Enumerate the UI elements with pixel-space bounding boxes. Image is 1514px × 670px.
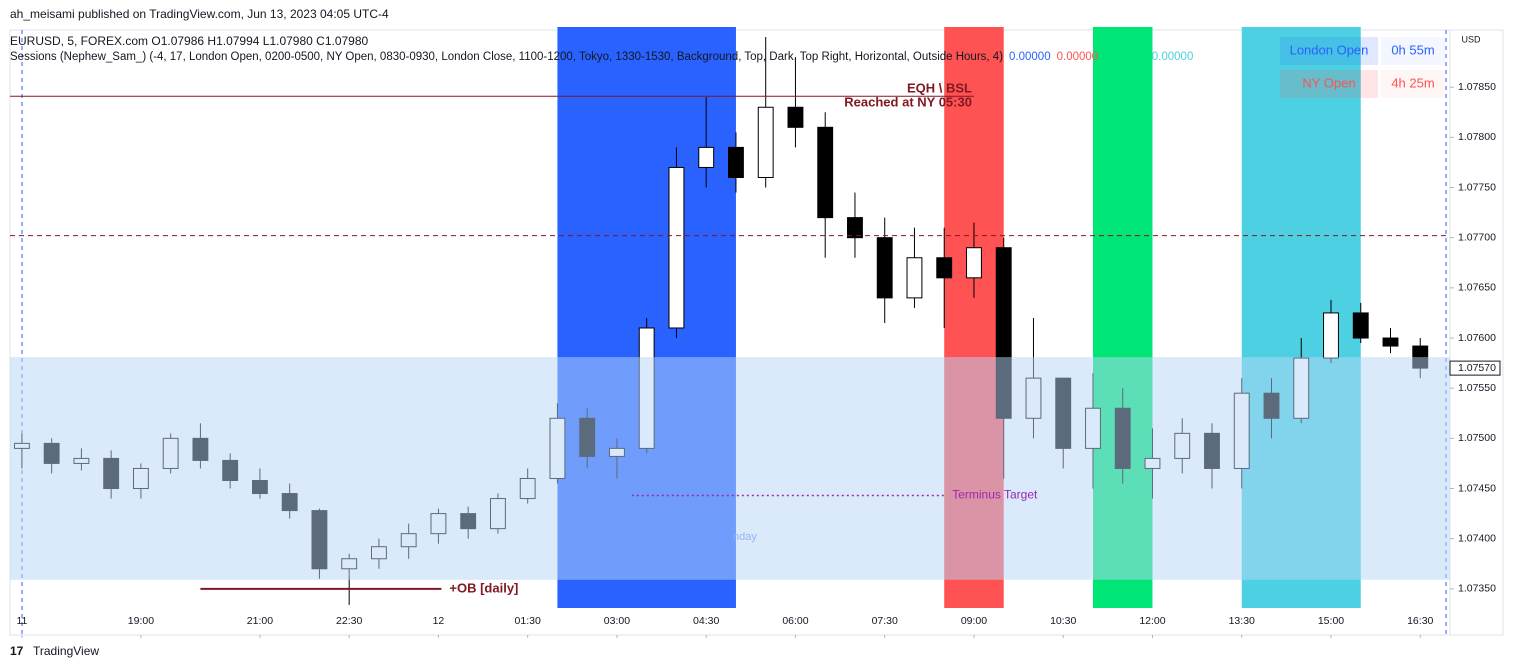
level-label: EQH \ BSL [907,81,972,96]
x-tick-label: 16:30 [1407,615,1433,627]
indicator-value: 0.00000 [1009,51,1051,63]
candle-body [847,217,863,239]
y-tick-label: 1.07800 [1458,131,1496,143]
x-tick-label: 06:00 [782,615,808,627]
y-tick-label: 1.07350 [1458,583,1496,595]
x-tick-label: 21:00 [247,615,273,627]
y-tick-label: 1.07600 [1458,332,1496,344]
candle-body [757,106,774,178]
indicator-line: Sessions (Nephew_Sam_) (-4, 17, London O… [10,51,1241,63]
candle-body [698,146,715,168]
y-tick-label: 1.07500 [1458,432,1496,444]
candle-body [668,166,685,329]
level-label: Reached at NY 05:30 [844,95,972,110]
x-tick-label: 11 [16,615,27,627]
x-tick-label: 09:00 [961,615,987,627]
publisher: ah_meisami published on TradingView.com,… [10,7,389,21]
x-tick-label: 19:00 [128,615,154,627]
candle-body [1352,312,1369,339]
indicator-value: 0.00000 [1104,51,1146,63]
x-tick-label: 13:30 [1229,615,1255,627]
table-cell-bg [1280,37,1378,65]
table-cell-bg [1280,70,1378,98]
currency: USD [1461,34,1481,44]
symbol-line: EURUSD, 5, FOREX.com O1.07986 H1.07994 L… [10,34,369,48]
indicator-value: 0.00000 [1056,51,1099,63]
last-price-box [1449,360,1501,376]
ob-zone [10,357,1450,580]
table-value: 4h 25m [1391,75,1434,90]
candle-body [1382,337,1399,347]
last-price-label: 1.07570 [1458,362,1496,374]
y-tick-label: 1.07850 [1458,81,1496,93]
candle-body [876,237,893,299]
indicator-value: 0.00000 [1151,51,1194,63]
y-tick-label: 1.07650 [1458,282,1496,294]
chart-frame [9,29,1504,636]
x-tick-label: 03:00 [604,615,630,627]
candle-body [728,146,744,178]
candle-body [817,126,834,219]
candle-body [787,106,804,128]
y-tick-label: 1.07700 [1458,231,1496,243]
table-name: NY Open [1302,75,1355,90]
table-cell-bg [1381,37,1445,65]
level-label: Terminus Target [952,488,1038,502]
y-tick-label: 1.07400 [1458,532,1496,544]
footer: TradingView [33,644,99,658]
x-tick-label: 07:30 [872,615,898,627]
candle-body [1323,312,1339,359]
y-tick-label: 1.07550 [1458,382,1496,394]
x-tick-label: 01:30 [515,615,541,627]
x-tick-label: 12 [433,615,445,627]
table-value: 0h 55m [1391,42,1434,57]
y-tick-label: 1.07450 [1458,482,1496,494]
annotation: nday [733,531,757,543]
x-tick-label: 12:00 [1139,615,1165,627]
candle-body [966,247,982,279]
y-tick-label: 1.07750 [1458,181,1496,193]
x-tick-label: 22:30 [336,615,362,627]
table-cell-bg [1381,70,1445,98]
candle-body [906,257,923,299]
table-name: London Open [1290,42,1369,57]
level-label: +OB [daily] [449,580,518,595]
logo: 17 [10,644,24,658]
x-tick-label: 10:30 [1050,615,1076,627]
indicator-text: Sessions (Nephew_Sam_) (-4, 17, London O… [10,51,1004,63]
indicator-values: 0.00000 0.00000 0.00000 0.00000 0.00000 [1003,51,1241,63]
candle-body [936,257,953,279]
x-tick-label: 04:30 [693,615,719,627]
x-tick-label: 15:00 [1318,615,1344,627]
indicator-value: 0.00000 [1199,51,1241,63]
